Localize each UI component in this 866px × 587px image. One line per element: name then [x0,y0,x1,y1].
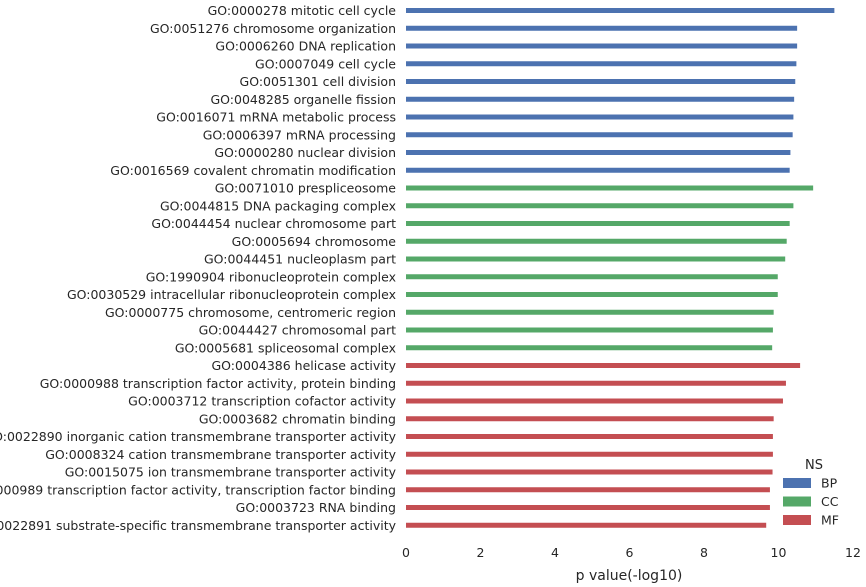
legend-swatch-cc [783,496,811,507]
category-label: GO:0000280 nuclear division [214,145,396,160]
category-label: GO:0051276 chromosome organization [150,21,396,36]
category-label: GO:0030529 intracellular ribonucleoprote… [67,287,396,302]
x-tick-label: 10 [771,545,787,560]
bar-mf [406,363,801,368]
bar-cc [406,327,773,333]
bar-cc [406,345,773,351]
category-label: GO:0015075 ion transmembrane transporter… [65,465,397,480]
category-label: GO:0003723 RNA binding [236,500,396,515]
category-label: GO:0000989 transcription factor activity… [0,482,396,497]
category-label: GO:0048285 organelle fission [211,92,397,107]
category-label: GO:0022890 inorganic cation transmembran… [0,429,397,444]
bar-mf [406,469,773,475]
x-tick-label: 8 [700,545,708,560]
bar-bp [406,79,796,84]
category-label: GO:0016071 mRNA metabolic process [156,110,396,125]
category-label: GO:0005694 chromosome [232,234,397,249]
category-label: GO:0008324 cation transmembrane transpor… [45,447,396,462]
legend-swatch-mf [783,515,811,525]
category-label: GO:0003712 transcription cofactor activi… [128,394,396,409]
x-tick-label: 2 [477,545,485,560]
x-tick-label: 0 [402,545,410,560]
bar-bp [406,150,791,155]
category-label: GO:0006260 DNA replication [215,39,396,54]
legend-title: NS [805,458,823,473]
bar-bp [406,43,798,49]
bar-cc [406,309,774,315]
bar-bp [406,61,797,67]
bar-mf [406,487,770,493]
bar-bp [406,8,835,13]
category-label: GO:0022891 substrate-specific transmembr… [0,518,397,533]
x-axis: 0 2 4 6 8 10 12 [402,545,861,560]
category-label: GO:0003682 chromatin binding [199,411,396,426]
bar-bp [406,25,798,31]
category-label: GO:0044451 nucleoplasm part [204,252,396,267]
legend: NS BP CC MF [783,458,839,528]
category-label: GO:0000775 chromosome, centromeric regio… [105,305,396,320]
x-tick-label: 4 [551,545,559,560]
bar-mf [406,398,783,404]
x-tick-label: 6 [626,545,634,560]
bars [406,8,835,528]
bar-cc [406,221,790,226]
legend-label-bp: BP [821,476,838,491]
category-label: GO:0000278 mitotic cell cycle [208,3,397,18]
category-label: GO:1990904 ribonucleoprotein complex [146,269,396,284]
category-label: GO:0007049 cell cycle [255,56,396,71]
category-label: GO:0005681 spliceosomal complex [175,340,396,355]
bar-mf [406,380,786,386]
category-label: GO:0000988 transcription factor activity… [40,376,396,391]
legend-label-mf: MF [821,513,839,528]
x-tick-label: 12 [845,545,861,560]
bar-bp [406,167,790,173]
bar-bp [406,132,793,138]
category-label: GO:0004386 helicase activity [211,358,396,373]
bar-cc [406,185,814,191]
category-label: GO:0016569 covalent chromatin modificati… [110,163,396,178]
bar-mf [406,505,770,510]
category-label: GO:0044815 DNA packaging complex [160,198,396,213]
legend-label-cc: CC [821,494,839,509]
bar-cc [406,292,778,297]
bar-cc [406,203,794,209]
bar-bp [406,96,795,102]
category-label: GO:0006397 mRNA processing [203,127,396,142]
category-label: GO:0071010 prespliceosome [215,181,397,196]
category-labels: GO:0000278 mitotic cell cycle GO:0051276 … [0,3,397,533]
bar-mf [406,434,773,439]
bar-mf [406,416,774,422]
x-axis-label: p value(-log10) [576,568,683,584]
bar-cc [406,256,786,262]
category-label: GO:0044427 chromosomal part [199,323,396,338]
bar-mf [406,451,773,457]
category-label: GO:0044454 nuclear chromosome part [151,216,396,231]
bar-bp [406,114,794,120]
bar-cc [406,274,778,280]
bar-cc [406,238,787,244]
category-label: GO:0051301 cell division [240,74,396,89]
bar-mf [406,522,767,528]
legend-swatch-bp [783,478,811,488]
